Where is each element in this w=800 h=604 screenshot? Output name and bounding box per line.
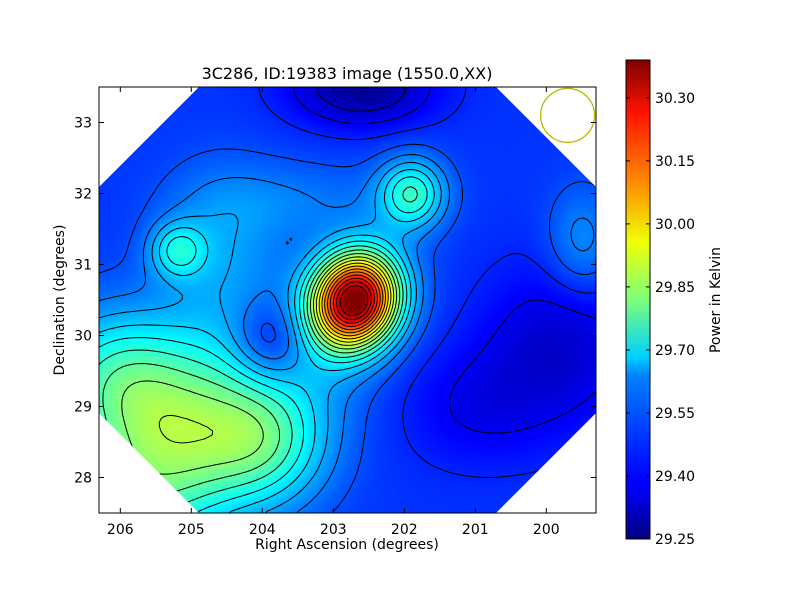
contour-level-14 <box>321 265 386 337</box>
contour-lines <box>99 87 596 513</box>
contour-level-15 <box>324 268 384 334</box>
colorbar-tick-label: 29.55 <box>655 406 695 422</box>
contour-level-0 <box>316 87 407 112</box>
x-tick-label: 200 <box>533 522 560 538</box>
x-tick-label: 202 <box>391 522 418 538</box>
colorbar-tick-label: 29.85 <box>655 280 695 296</box>
x-tick-label: 205 <box>178 522 205 538</box>
contour-level-1 <box>293 87 596 434</box>
contour-level-11 <box>158 256 395 444</box>
colorbar-tick-label: 29.70 <box>655 343 695 359</box>
contour-level-6 <box>99 169 435 513</box>
x-axis: 206 205 204 203 202 201 200 <box>107 87 560 538</box>
x-tick-label: 206 <box>107 522 134 538</box>
contour-level-10 <box>121 253 398 475</box>
colorbar-tick-label: 29.40 <box>655 469 695 485</box>
beam-circle <box>539 87 596 144</box>
colorbar-tick-label: 30.15 <box>655 154 695 170</box>
contour-level-8 <box>99 186 418 513</box>
y-tick-label: 32 <box>74 187 92 203</box>
y-tick-label: 29 <box>74 400 92 416</box>
y-tick-label: 28 <box>74 471 92 487</box>
contour-level-16 <box>326 271 381 331</box>
plot-frame <box>98 86 597 514</box>
contour-level-12 <box>315 259 392 343</box>
y-tick-label: 31 <box>74 258 92 274</box>
contour-level-5 <box>99 161 442 513</box>
x-tick-label: 203 <box>320 522 347 538</box>
x-axis-label: Right Ascension (degrees) <box>255 537 439 553</box>
chart-title: 3C286, ID:19383 image (1550.0,XX) <box>202 64 493 83</box>
contour-level-18 <box>332 277 376 324</box>
x-tick-label: 204 <box>249 522 276 538</box>
colorbar <box>625 59 651 540</box>
contour-level-7 <box>99 176 428 513</box>
y-tick-label: 30 <box>74 329 92 345</box>
y-axis: 28 29 30 31 32 33 <box>74 116 596 487</box>
colorbar-ticks: 29.25 29.40 29.55 29.70 29.85 30.00 30.15 30.30 <box>626 91 695 548</box>
contour-level-4 <box>99 154 595 513</box>
heatmap-image <box>99 87 596 513</box>
colorbar-tick-label: 30.00 <box>655 217 695 233</box>
contour-level-19 <box>336 281 372 321</box>
y-axis-label: Declination (degrees) <box>52 225 68 376</box>
colorbar-tick-label: 30.30 <box>655 91 695 107</box>
contour-level-20 <box>339 285 369 317</box>
y-tick-label: 33 <box>74 116 92 132</box>
contour-level-13 <box>318 262 389 340</box>
contour-level-17 <box>329 274 378 328</box>
x-tick-label: 201 <box>462 522 489 538</box>
colorbar-label: Power in Kelvin <box>708 247 724 353</box>
contour-level-3 <box>99 143 596 513</box>
colorbar-tick-label: 29.25 <box>655 532 695 548</box>
